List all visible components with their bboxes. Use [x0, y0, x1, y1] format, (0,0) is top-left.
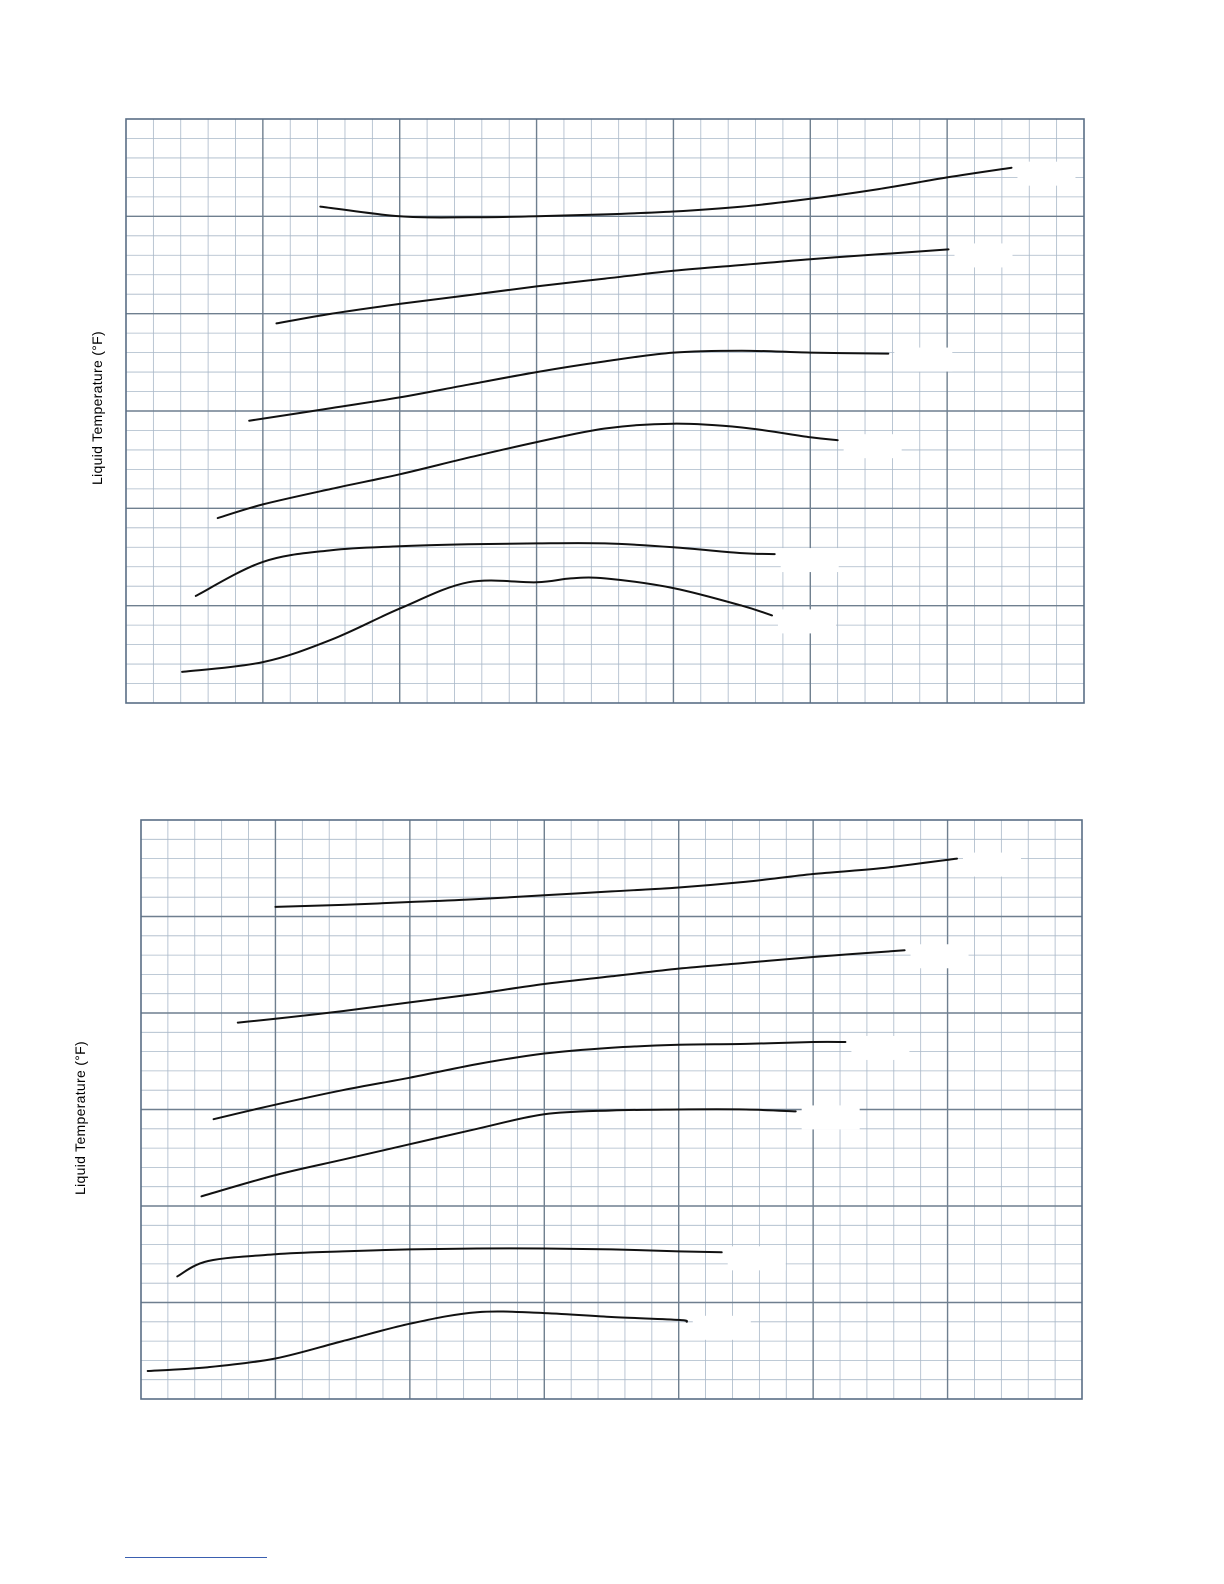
series-line-5 [176, 1247, 723, 1278]
series-label-box-3 [851, 1035, 910, 1060]
series-label-box-3 [894, 347, 953, 372]
series-label-box-6 [777, 609, 836, 634]
series-line-3 [212, 1040, 847, 1121]
series-line-6 [146, 1310, 688, 1372]
series-label-box-5 [727, 1246, 786, 1271]
series-label-box-5 [780, 548, 839, 573]
series-line-2 [236, 949, 906, 1024]
series-label-box-2 [910, 944, 969, 969]
series-line-4 [200, 1108, 797, 1198]
series-label-box-2 [954, 243, 1013, 268]
series-line-5 [194, 542, 776, 597]
chart-top [125, 118, 1085, 704]
series-label-box-6 [692, 1315, 751, 1340]
plot-frame [140, 819, 1083, 1400]
series-label-box-4 [801, 1105, 860, 1130]
series-line-3 [248, 349, 890, 422]
series-line-6 [181, 576, 773, 673]
plot-frame [125, 118, 1085, 704]
series-label-box-1 [1017, 161, 1076, 186]
series-line-4 [216, 422, 839, 520]
series-label-box-1 [962, 852, 1021, 877]
y-axis-label-bottom: Liquid Temperature (°F) [72, 1041, 88, 1195]
chart-bottom [140, 819, 1083, 1400]
series-line-2 [275, 248, 950, 325]
footnote-rule [125, 1557, 267, 1558]
series-line-1 [319, 166, 1013, 219]
series-label-box-4 [843, 434, 902, 459]
y-axis-label-top: Liquid Temperature (°F) [89, 331, 105, 485]
series-line-1 [274, 857, 958, 908]
